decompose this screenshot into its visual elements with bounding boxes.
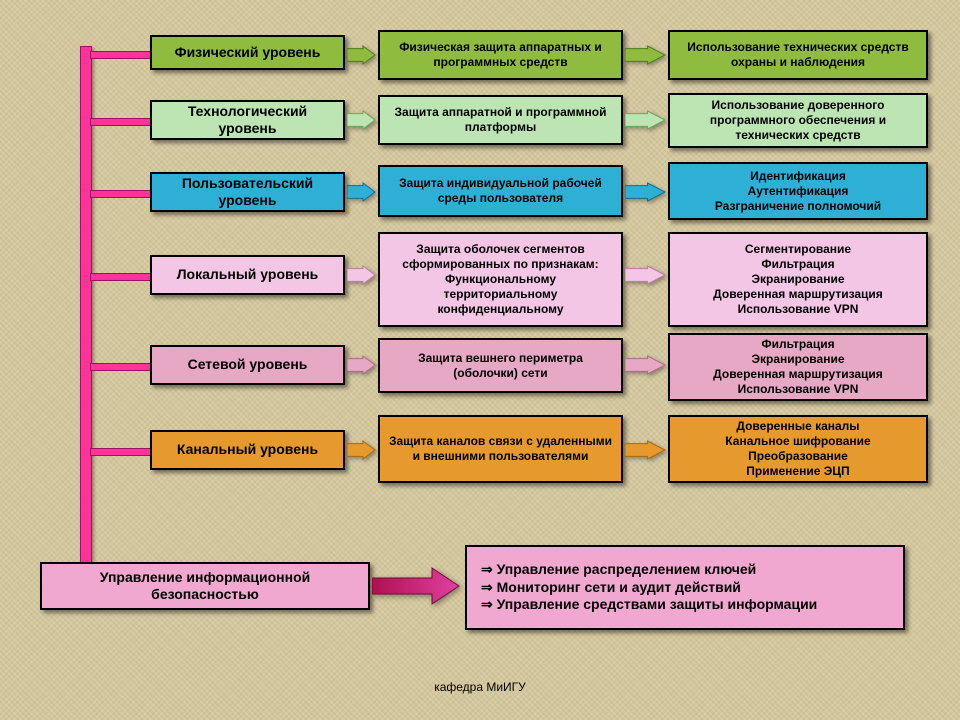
detail-box-4: ФильтрацияЭкранированиеДоверенная маршру… — [668, 333, 928, 401]
protection-box-1: Защита аппаратной и программной платформ… — [378, 95, 623, 145]
detail-box-1: Использование доверенного программного о… — [668, 93, 928, 148]
management-bullet: Управление средствами защиты информации — [481, 596, 817, 614]
level-box-5: Канальный уровень — [150, 430, 345, 470]
detail-box-3: СегментированиеФильтрацияЭкранированиеДо… — [668, 232, 928, 327]
detail-box-5: Доверенные каналыКанальное шифрованиеПре… — [668, 415, 928, 483]
management-details-box: Управление распределением ключейМонитори… — [465, 545, 905, 630]
arrow-a-2 — [347, 182, 376, 202]
level-box-3: Локальный уровень — [150, 255, 345, 295]
arrow-b-1 — [625, 110, 666, 130]
arrow-b-5 — [625, 440, 666, 460]
spine-connector — [90, 273, 152, 281]
detail-box-0: Использование технических средств охраны… — [668, 30, 928, 80]
level-box-2: Пользовательский уровень — [150, 172, 345, 212]
level-box-4: Сетевой уровень — [150, 345, 345, 385]
footer-text: кафедра МиИГУ — [0, 680, 960, 694]
detail-box-2: ИдентификацияАутентификацияРазграничение… — [668, 162, 928, 220]
arrow-b-2 — [625, 182, 666, 202]
spine-connector — [90, 118, 152, 126]
spine-connector — [90, 51, 152, 59]
protection-box-5: Защита каналов связи с удаленными и внеш… — [378, 415, 623, 483]
diagram-stage: Физический уровень Физическая защита аппа… — [0, 0, 960, 720]
management-arrow — [372, 566, 460, 606]
protection-box-3: Защита оболочек сегментов сформированных… — [378, 232, 623, 327]
spine-connector — [90, 448, 152, 456]
level-box-0: Физический уровень — [150, 35, 345, 70]
arrow-a-0 — [347, 45, 376, 65]
spine-connector — [90, 190, 152, 198]
arrow-a-5 — [347, 440, 376, 460]
management-box: Управление информационной безопасностью — [40, 562, 370, 610]
spine-connector — [90, 363, 152, 371]
management-bullet: Мониторинг сети и аудит действий — [481, 579, 817, 597]
protection-box-2: Защита индивидуальной рабочей среды поль… — [378, 165, 623, 217]
arrow-a-3 — [347, 265, 376, 285]
arrow-a-4 — [347, 355, 376, 375]
protection-box-0: Физическая защита аппаратных и программн… — [378, 30, 623, 80]
arrow-b-4 — [625, 355, 666, 375]
arrow-b-3 — [625, 265, 666, 285]
arrow-b-0 — [625, 45, 666, 65]
arrow-a-1 — [347, 110, 376, 130]
protection-box-4: Защита вешнего периметра (оболочки) сети — [378, 338, 623, 393]
management-bullet: Управление распределением ключей — [481, 561, 817, 579]
level-box-1: Технологический уровень — [150, 100, 345, 140]
management-bullet-list: Управление распределением ключейМонитори… — [481, 561, 817, 614]
spine-bar — [80, 46, 92, 587]
